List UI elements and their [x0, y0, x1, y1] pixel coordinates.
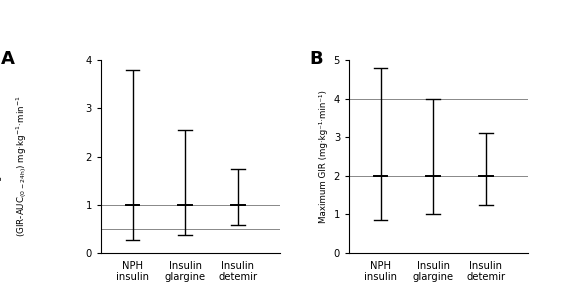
Text: www.medscape.com: www.medscape.com	[219, 10, 334, 20]
Y-axis label: Maximum GIR (mg·kg⁻¹·min⁻¹): Maximum GIR (mg·kg⁻¹·min⁻¹)	[319, 90, 328, 223]
Text: B: B	[310, 50, 323, 68]
Text: Source: Diabetes © 2004 American Diabetes Association, Inc.: Source: Diabetes © 2004 American Diabete…	[317, 280, 565, 290]
Text: Average GIR over 24 hours: Average GIR over 24 hours	[0, 88, 2, 206]
Text: (GIR-AUC$_{\mathregular{(0-24h)}}$) mg·kg$^{\mathregular{-1}}$·min$^{\mathregula: (GIR-AUC$_{\mathregular{(0-24h)}}$) mg·k…	[14, 95, 30, 237]
Text: A: A	[1, 50, 14, 68]
Text: Medscape®: Medscape®	[10, 10, 84, 20]
